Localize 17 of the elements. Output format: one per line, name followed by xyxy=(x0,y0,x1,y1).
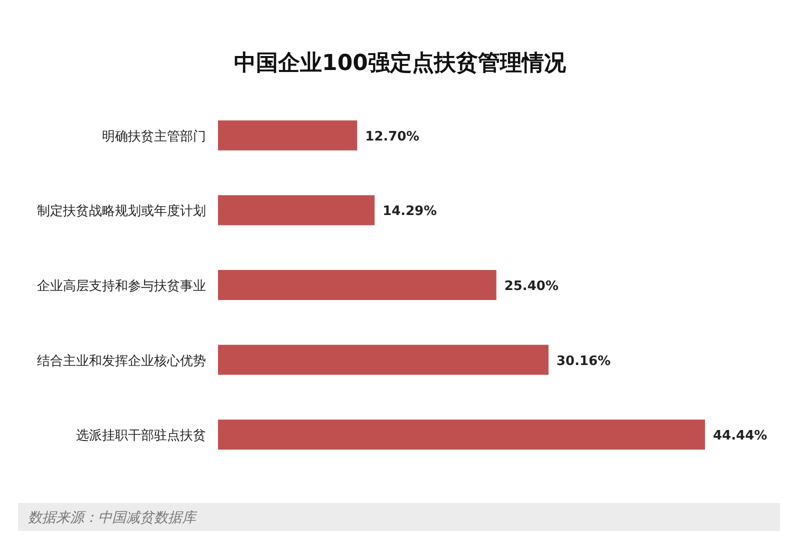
chart-title: 中国企业100强定点扶贫管理情况 xyxy=(234,50,567,76)
data-label: 25.40% xyxy=(504,279,559,294)
bar xyxy=(218,120,358,150)
data-label: 12.70% xyxy=(365,129,420,144)
bar xyxy=(218,420,705,450)
data-label: 14.29% xyxy=(382,204,437,220)
bar xyxy=(218,270,496,300)
bar xyxy=(218,195,375,226)
y-tick-label: 结合主业和发挥企业核心优势 xyxy=(37,352,206,369)
y-tick-label: 企业高层支持和参与扶贫事业 xyxy=(37,278,206,294)
y-tick-label: 明确扶贫主管部门 xyxy=(102,128,206,144)
bar xyxy=(218,344,549,375)
data-label: 44.44% xyxy=(713,428,768,444)
source-note: 数据来源：中国减贫数据库 xyxy=(28,510,198,526)
y-tick-label: 选派挂职干部驻点扶贫 xyxy=(76,428,206,444)
data-label: 30.16% xyxy=(556,354,611,369)
y-tick-label: 制定扶贫战略规划或年度计划 xyxy=(37,203,206,220)
